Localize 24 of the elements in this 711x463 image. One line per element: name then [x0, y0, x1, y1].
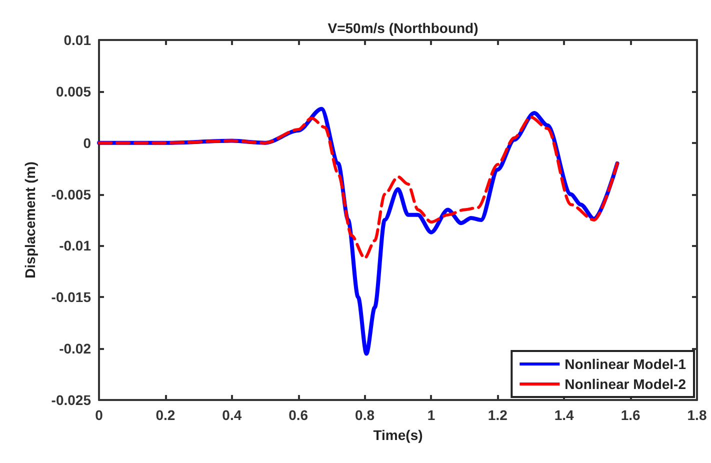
x-tick-label: 1.8 [687, 407, 707, 423]
x-tick-label: 1.4 [554, 407, 574, 423]
y-tick-label: -0.005 [51, 186, 92, 202]
line-series [98, 116, 619, 260]
y-tick-label: -0.015 [51, 289, 92, 306]
y-axis-title: Displacement (m) [22, 162, 38, 278]
x-tick-label: 0.6 [288, 407, 308, 423]
legend-label: Nonlinear Model-1 [564, 356, 686, 372]
y-tick-label: 0.01 [64, 32, 92, 48]
x-tick-label: 0.4 [222, 407, 242, 423]
x-tick-label: 1.6 [620, 407, 640, 423]
y-tick-label: -0.025 [51, 392, 92, 408]
x-axis-title: Time(s) [373, 427, 423, 443]
y-tick-label: 0.005 [56, 83, 92, 100]
x-tick-label: 0.2 [156, 407, 176, 423]
x-tick-label: 0.8 [355, 407, 375, 423]
x-tick-label: 1 [427, 407, 436, 423]
y-tick-label: -0.02 [59, 340, 92, 357]
y-tick-label: -0.01 [59, 238, 92, 254]
legend-label: Nonlinear Model-2 [564, 376, 686, 392]
x-tick-label: 0 [95, 407, 104, 423]
x-tick-label: 1.2 [488, 407, 508, 423]
chart-title: V=50m/s (Northbound) [328, 20, 478, 36]
y-tick-label: 0 [83, 134, 92, 151]
